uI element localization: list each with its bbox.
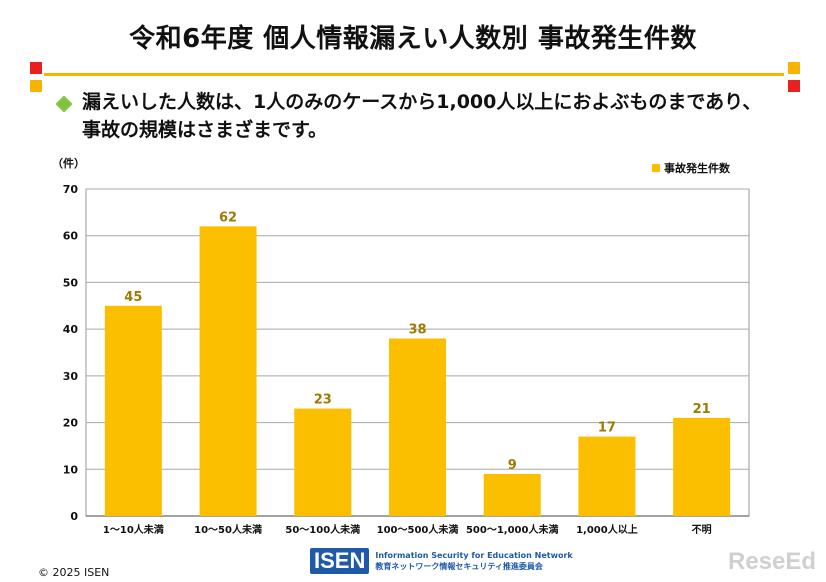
logo-line-2: 教育ネットワーク情報セキュリティ推進委員会 [375,562,543,571]
x-tick-label: 10～50人未満 [194,523,262,536]
logo-line-1: Information Security for Education Netwo… [375,551,573,560]
bar [389,338,446,516]
corner-decoration-yellow-left [30,80,42,92]
y-tick-label: 0 [70,510,78,523]
summary-text: 漏えいした人数は、1人のみのケースから1,000人以上におよぶものまであり、事故… [82,91,762,141]
logo-text: Information Security for Education Netwo… [375,550,572,572]
legend-swatch [652,164,660,172]
x-tick-label: 50～100人未満 [285,523,360,536]
isen-logo: ISEN Information Security for Education … [310,548,573,574]
chart-legend: 事故発生件数 [652,160,730,176]
corner-decoration-yellow-right [788,62,800,74]
x-tick-label: 1～10人未満 [103,523,164,536]
data-label: 45 [124,290,142,305]
data-label: 21 [693,402,711,417]
y-tick-label: 10 [63,463,79,476]
bar [294,408,352,516]
y-tick-label: 70 [63,183,79,196]
y-axis-unit-label: （件） [52,157,85,170]
data-label: 62 [219,210,237,225]
x-tick-label: 100～500人未満 [377,523,459,536]
y-tick-label: 60 [63,230,79,243]
bar [483,473,541,516]
y-tick-label: 40 [63,323,79,336]
x-tick-label: 500～1,000人未満 [466,523,559,536]
page-title: 令和6年度 個人情報漏えい人数別 事故発生件数 [129,24,697,54]
watermark: ReseEd [728,548,817,575]
y-tick-label: 50 [63,276,79,289]
data-label: 38 [408,322,426,337]
y-tick-label: 30 [63,370,79,383]
bar [673,417,731,516]
corner-decoration-red-left [30,62,42,74]
logo-mark: ISEN [310,548,370,574]
bar [199,226,257,516]
copyright-footer: © 2025 ISEN [38,566,110,579]
data-label: 23 [314,393,332,408]
data-label: 9 [508,458,517,473]
data-label: 17 [598,421,616,436]
x-tick-label: 不明 [692,524,712,536]
bar [104,305,162,516]
title-divider [44,73,784,76]
bar [578,436,636,516]
corner-decoration-red-right [788,80,800,92]
x-tick-label: 1,000人以上 [576,523,638,536]
legend-label: 事故発生件数 [664,162,730,175]
y-tick-label: 20 [63,417,79,430]
